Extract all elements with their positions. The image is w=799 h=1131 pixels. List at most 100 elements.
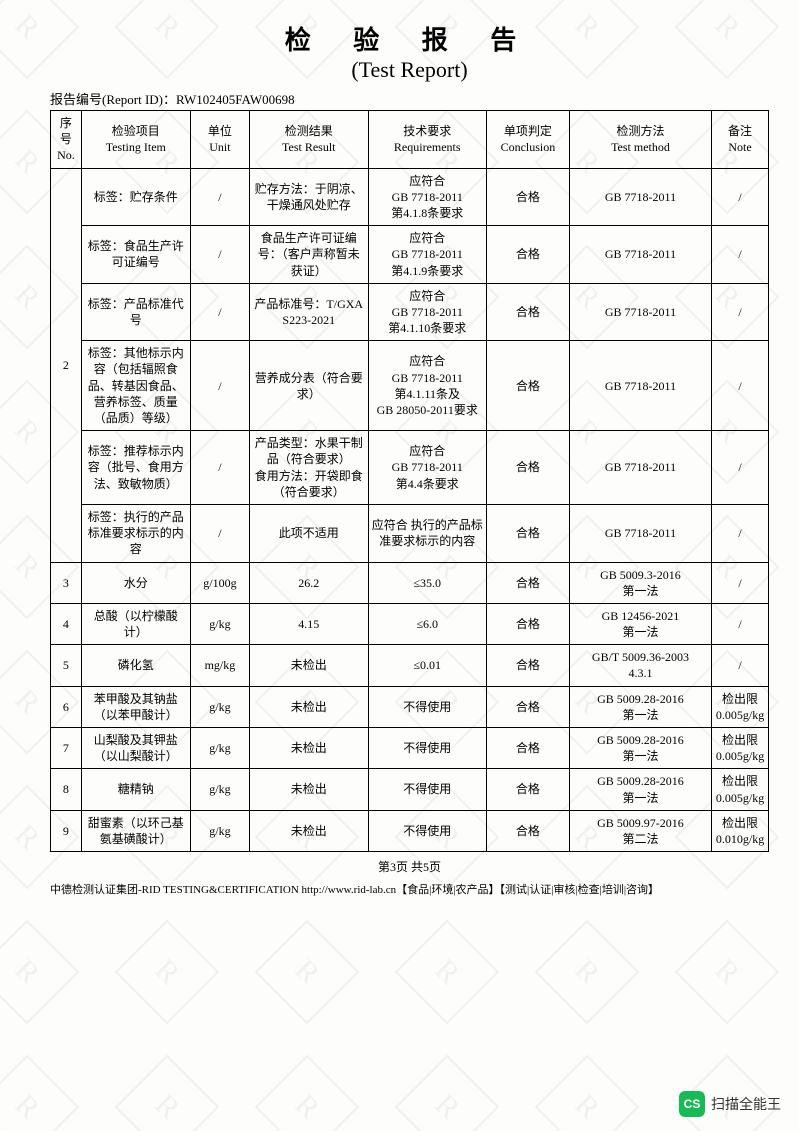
cell-method: GB 7718-2011 bbox=[569, 226, 711, 284]
col-header-0: 序号No. bbox=[51, 111, 82, 169]
cell-note: / bbox=[712, 645, 769, 686]
cell-note: 检出限0.005g/kg bbox=[712, 769, 769, 810]
scan-app-icon: CS bbox=[679, 1091, 705, 1117]
cell-conc: 合格 bbox=[486, 431, 569, 505]
table-row: 4总酸（以柠檬酸计）g/kg4.15≤6.0合格GB 12456-2021第一法… bbox=[51, 603, 769, 644]
cell-method: GB 12456-2021第一法 bbox=[569, 603, 711, 644]
table-row: 标签：产品标准代号/产品标准号：T/GXAS223-2021应符合GB 7718… bbox=[51, 283, 769, 341]
table-row: 8糖精钠g/kg未检出不得使用合格GB 5009.28-2016第一法检出限0.… bbox=[51, 769, 769, 810]
cell-method: GB 7718-2011 bbox=[569, 504, 711, 562]
table-row: 6苯甲酸及其钠盐（以苯甲酸计）g/kg未检出不得使用合格GB 5009.28-2… bbox=[51, 686, 769, 727]
cell-conc: 合格 bbox=[486, 562, 569, 603]
cell-req: ≤6.0 bbox=[368, 603, 486, 644]
report-id: 报告编号(Report ID)：RW102405FAW00698 bbox=[50, 89, 769, 108]
cell-note: / bbox=[712, 283, 769, 341]
cell-note: / bbox=[712, 168, 769, 226]
cell-result: 未检出 bbox=[250, 810, 368, 851]
cell-result: 食品生产许可证编号：（客户声称暂未获证） bbox=[250, 226, 368, 284]
page-indicator: 第3页 共5页 bbox=[50, 858, 769, 875]
cell-conc: 合格 bbox=[486, 283, 569, 341]
cell-item: 标签：产品标准代号 bbox=[81, 283, 190, 341]
cell-no: 4 bbox=[51, 603, 82, 644]
cell-conc: 合格 bbox=[486, 341, 569, 431]
cell-unit: g/kg bbox=[190, 603, 249, 644]
cell-unit: / bbox=[190, 504, 249, 562]
cell-result: 贮存方法：于阴凉、干燥通风处贮存 bbox=[250, 168, 368, 226]
cell-req: 不得使用 bbox=[368, 728, 486, 769]
cell-req: 不得使用 bbox=[368, 810, 486, 851]
cell-note: / bbox=[712, 562, 769, 603]
cell-method: GB 5009.3-2016第一法 bbox=[569, 562, 711, 603]
cell-method: GB 5009.28-2016第一法 bbox=[569, 769, 711, 810]
cell-req: 应符合GB 7718-2011第4.1.11条及GB 28050-2011要求 bbox=[368, 341, 486, 431]
table-row: 标签：执行的产品标准要求标示的内容/此项不适用应符合 执行的产品标准要求标示的内… bbox=[51, 504, 769, 562]
cell-item: 标签：推荐标示内容（批号、食用方法、致敏物质） bbox=[81, 431, 190, 505]
cell-method: GB 7718-2011 bbox=[569, 283, 711, 341]
cell-item: 甜蜜素（以环己基氨基磺酸计） bbox=[81, 810, 190, 851]
cell-req: 应符合 执行的产品标准要求标示的内容 bbox=[368, 504, 486, 562]
cell-item: 标签：其他标示内容（包括辐照食品、转基因食品、营养标签、质量（品质）等级） bbox=[81, 341, 190, 431]
cell-unit: / bbox=[190, 283, 249, 341]
col-header-3: 检测结果Test Result bbox=[250, 111, 368, 169]
cell-result: 未检出 bbox=[250, 645, 368, 686]
cell-req: 不得使用 bbox=[368, 686, 486, 727]
cell-unit: g/kg bbox=[190, 686, 249, 727]
cell-method: GB 5009.28-2016第一法 bbox=[569, 686, 711, 727]
title-en: (Test Report) bbox=[50, 57, 769, 83]
cell-req: 应符合GB 7718-2011第4.4条要求 bbox=[368, 431, 486, 505]
col-header-7: 备注Note bbox=[712, 111, 769, 169]
title-cn: 检 验 报 告 bbox=[50, 20, 769, 57]
cell-result: 4.15 bbox=[250, 603, 368, 644]
cell-note: / bbox=[712, 226, 769, 284]
cell-item: 糖精钠 bbox=[81, 769, 190, 810]
table-row: 3水分g/100g26.2≤35.0合格GB 5009.3-2016第一法/ bbox=[51, 562, 769, 603]
cell-note: 检出限0.005g/kg bbox=[712, 686, 769, 727]
cell-note: / bbox=[712, 431, 769, 505]
cell-result: 26.2 bbox=[250, 562, 368, 603]
cell-no: 8 bbox=[51, 769, 82, 810]
cell-conc: 合格 bbox=[486, 769, 569, 810]
cell-method: GB 7718-2011 bbox=[569, 341, 711, 431]
cell-unit: g/kg bbox=[190, 810, 249, 851]
cell-item: 磷化氢 bbox=[81, 645, 190, 686]
report-id-value: RW102405FAW00698 bbox=[176, 92, 295, 107]
table-row: 标签：其他标示内容（包括辐照食品、转基因食品、营养标签、质量（品质）等级）/营养… bbox=[51, 341, 769, 431]
cell-conc: 合格 bbox=[486, 810, 569, 851]
scan-app-name: 扫描全能王 bbox=[711, 1094, 781, 1114]
cell-item: 总酸（以柠檬酸计） bbox=[81, 603, 190, 644]
cell-result: 产品标准号：T/GXAS223-2021 bbox=[250, 283, 368, 341]
cell-no: 7 bbox=[51, 728, 82, 769]
col-header-1: 检验项目Testing Item bbox=[81, 111, 190, 169]
cell-note: / bbox=[712, 603, 769, 644]
cell-note: 检出限0.010g/kg bbox=[712, 810, 769, 851]
cell-conc: 合格 bbox=[486, 603, 569, 644]
scan-app-badge: CS 扫描全能王 bbox=[679, 1091, 781, 1117]
cell-no: 9 bbox=[51, 810, 82, 851]
cell-no: 3 bbox=[51, 562, 82, 603]
cell-item: 标签：贮存条件 bbox=[81, 168, 190, 226]
cell-req: ≤0.01 bbox=[368, 645, 486, 686]
table-row: 9甜蜜素（以环己基氨基磺酸计）g/kg未检出不得使用合格GB 5009.97-2… bbox=[51, 810, 769, 851]
cell-result: 未检出 bbox=[250, 686, 368, 727]
cell-conc: 合格 bbox=[486, 504, 569, 562]
cell-note: / bbox=[712, 341, 769, 431]
cell-method: GB/T 5009.36-20034.3.1 bbox=[569, 645, 711, 686]
cell-req: 不得使用 bbox=[368, 769, 486, 810]
cell-unit: g/kg bbox=[190, 728, 249, 769]
col-header-4: 技术要求Requirements bbox=[368, 111, 486, 169]
col-header-6: 检测方法Test method bbox=[569, 111, 711, 169]
cell-method: GB 7718-2011 bbox=[569, 431, 711, 505]
footer-org: 中德检测认证集团-RID TESTING&CERTIFICATION http:… bbox=[50, 881, 769, 897]
cell-result: 未检出 bbox=[250, 769, 368, 810]
table-row: 2标签：贮存条件/贮存方法：于阴凉、干燥通风处贮存应符合GB 7718-2011… bbox=[51, 168, 769, 226]
cell-method: GB 7718-2011 bbox=[569, 168, 711, 226]
cell-req: 应符合GB 7718-2011第4.1.8条要求 bbox=[368, 168, 486, 226]
cell-item: 山梨酸及其钾盐（以山梨酸计） bbox=[81, 728, 190, 769]
cell-result: 营养成分表（符合要求） bbox=[250, 341, 368, 431]
cell-conc: 合格 bbox=[486, 686, 569, 727]
cell-note: / bbox=[712, 504, 769, 562]
table-row: 标签：食品生产许可证编号/食品生产许可证编号：（客户声称暂未获证）应符合GB 7… bbox=[51, 226, 769, 284]
cell-unit: / bbox=[190, 341, 249, 431]
cell-unit: mg/kg bbox=[190, 645, 249, 686]
report-id-label: 报告编号(Report ID)： bbox=[50, 92, 176, 107]
